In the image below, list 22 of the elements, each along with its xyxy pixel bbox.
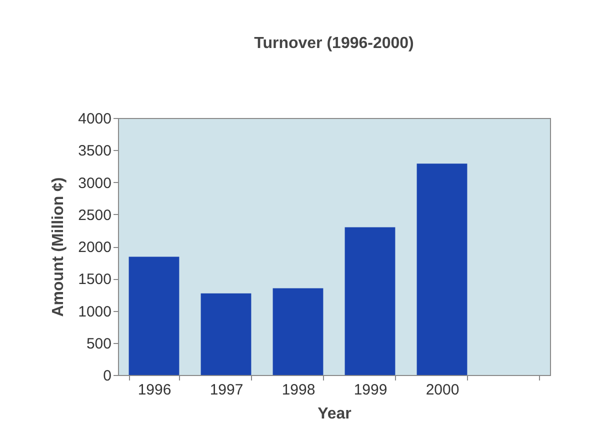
x-tick-label: 1999	[354, 382, 388, 398]
bar	[272, 288, 324, 375]
y-tick-label: 1000	[78, 303, 112, 320]
chart-title: Turnover (1996-2000)	[254, 35, 414, 52]
bar	[128, 256, 180, 375]
y-tick-label: 2500	[78, 206, 112, 224]
y-tick-label: 500	[86, 335, 112, 352]
y-tick-label: 4000	[78, 110, 112, 128]
y-tick-label: 1500	[78, 271, 112, 288]
bar	[416, 164, 468, 375]
x-tick-label: 1996	[138, 382, 172, 398]
x-tick-label: 1997	[210, 382, 244, 398]
x-tick-label: 2000	[426, 382, 460, 398]
y-axis-title: Amount (Million ¢)	[50, 177, 68, 317]
y-tick-label: 3000	[78, 174, 112, 192]
x-axis-title: Year	[318, 406, 352, 422]
x-tick-label: 1998	[282, 382, 316, 398]
y-tick-label: 3500	[78, 142, 112, 160]
y-tick-label: 0	[103, 368, 112, 384]
y-tick-label: 2000	[78, 239, 112, 256]
bar	[200, 293, 252, 375]
bar	[344, 227, 396, 375]
